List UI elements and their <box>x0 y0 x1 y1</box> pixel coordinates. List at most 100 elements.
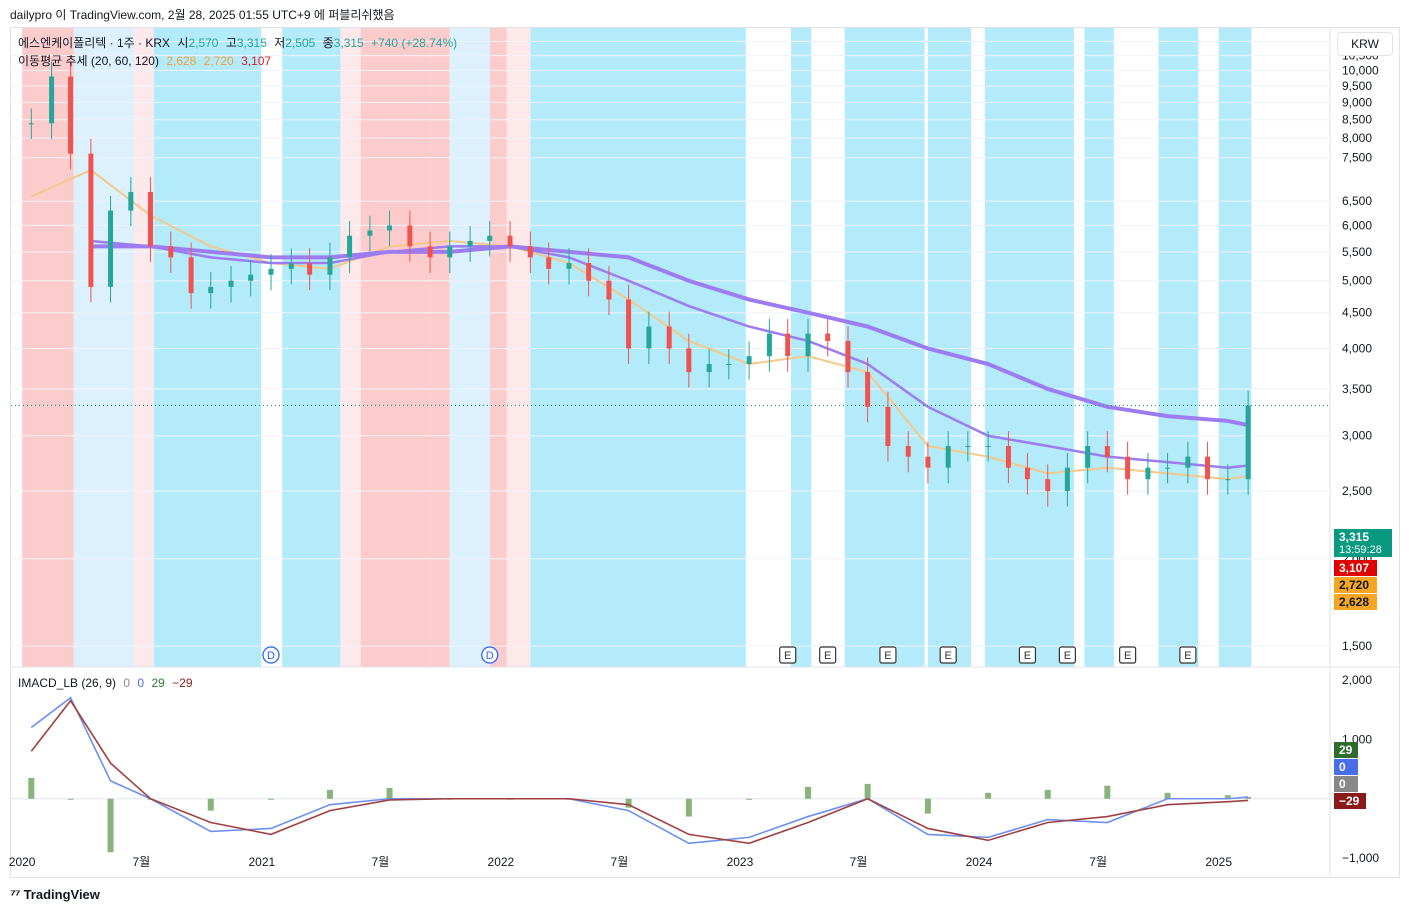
price-legend: 에스엔케이폴리텍 · 1주 · KRX 시2,570 고3,315 저2,505… <box>18 34 461 51</box>
marker-label: E <box>1024 650 1031 662</box>
macd-histogram-bar <box>28 777 35 799</box>
high-value: 3,315 <box>236 36 267 50</box>
price-tick-label: 5,500 <box>1342 245 1372 259</box>
candle-body <box>1024 467 1030 480</box>
candle-body <box>606 280 612 300</box>
candlestick-series <box>28 61 1251 507</box>
candle-body <box>108 210 114 287</box>
trend-band <box>1084 28 1114 667</box>
price-tick-label: 3,000 <box>1342 429 1372 443</box>
dividend-marker <box>262 646 280 664</box>
publish-caption: dailypro 이 TradingView.com, 2월 28, 2025 … <box>10 8 395 22</box>
open-value: 2,570 <box>188 36 219 50</box>
ma120-value: 3,107 <box>241 54 272 68</box>
time-tick-label: 2022 <box>488 855 515 869</box>
candle-body <box>1245 405 1251 480</box>
ma-legend: 이동평균 추세 (20, 60, 120) 2,628 2,720 3,107 <box>18 52 275 69</box>
price-tick-label: 6,500 <box>1342 194 1372 208</box>
trend-band <box>844 28 925 667</box>
earnings-marker <box>819 646 837 664</box>
candle-body <box>147 191 153 247</box>
candle-body <box>586 263 592 281</box>
macd-pane <box>11 696 1330 853</box>
time-tick-label: 2020 <box>9 855 36 869</box>
macd-histogram-bar <box>685 798 692 817</box>
time-tick-label: 7월 <box>372 855 390 869</box>
low-value: 2,505 <box>285 36 316 50</box>
macd-histogram-bar <box>625 798 632 808</box>
macd-title[interactable]: IMACD_LB (26, 9) <box>18 676 117 690</box>
tradingview-brand[interactable]: ⁷⁷ TradingView <box>10 886 100 902</box>
trend-band <box>430 28 450 667</box>
trend-band <box>791 28 812 667</box>
time-tick-label: 7월 <box>1089 855 1107 869</box>
candle-body <box>367 230 373 236</box>
candle-body <box>1145 467 1151 480</box>
symbol-name[interactable]: 에스엔케이폴리텍 · 1주 · KRX <box>18 36 171 50</box>
close-label: 종 <box>322 36 334 50</box>
candle-body <box>387 225 393 231</box>
candle-body <box>626 299 632 349</box>
candle-body <box>447 246 453 258</box>
candle-body <box>248 274 254 281</box>
marker-label: E <box>945 650 952 662</box>
candle-body <box>746 356 752 365</box>
candle-body <box>825 333 831 341</box>
currency-button[interactable]: KRW <box>1337 32 1393 56</box>
candle-body <box>527 246 533 258</box>
candle-body <box>327 257 333 275</box>
candle-body <box>546 257 552 269</box>
marker-label: E <box>884 650 891 662</box>
macd-histogram-bar <box>207 798 214 811</box>
candle-body <box>706 364 712 373</box>
macd-histogram-bar <box>864 783 871 799</box>
close-value: 3,315 <box>333 36 364 50</box>
tradingview-logo-icon: ⁷⁷ <box>10 886 21 902</box>
earnings-marker <box>779 646 797 664</box>
candle-body <box>487 235 493 241</box>
trend-band <box>134 28 154 667</box>
price-tick-label: 9,500 <box>1342 79 1372 93</box>
time-tick-label: 7월 <box>850 855 868 869</box>
time-tick-label: 7월 <box>132 855 150 869</box>
price-tick-label: 3,500 <box>1342 382 1372 396</box>
candle-body <box>307 263 313 275</box>
macd-tag-4: −29 <box>1334 793 1366 809</box>
candle-body <box>228 280 234 287</box>
trend-band <box>360 28 431 667</box>
candle-body <box>646 326 652 349</box>
candle-body <box>1185 456 1191 468</box>
candle-body <box>666 326 672 349</box>
change-value: +740 (+28.74%) <box>371 36 458 50</box>
earnings-marker <box>1018 646 1037 664</box>
ma-title[interactable]: 이동평균 추세 (20, 60, 120) <box>18 54 159 68</box>
macd-histogram-bar <box>746 798 753 800</box>
candle-body <box>845 340 851 373</box>
macd-histogram-bar <box>985 792 992 799</box>
candle-body <box>28 123 34 125</box>
time-tick-label: 2024 <box>966 855 993 869</box>
ma60-tag: 2,720 <box>1334 577 1377 593</box>
candle-body <box>49 76 55 124</box>
candle-body <box>686 348 692 373</box>
candle-body <box>1205 456 1211 480</box>
trend-band <box>282 28 341 667</box>
time-tick-label: 2023 <box>727 855 754 869</box>
ma120-tag: 3,107 <box>1334 560 1377 576</box>
trend-band <box>530 28 746 667</box>
candle-body <box>427 246 433 258</box>
axis-labels: 11,00010,50010,0009,5009,0008,5008,0007,… <box>9 34 1380 869</box>
price-tick-label: 1,500 <box>1342 639 1372 653</box>
high-label: 고 <box>225 36 237 50</box>
macd-histogram-bar <box>386 788 393 799</box>
candle-body <box>1045 479 1051 492</box>
chart-frame <box>10 27 1400 878</box>
price-tick-label: 10,000 <box>1342 63 1379 77</box>
dividend-marker <box>481 646 499 664</box>
candle-body <box>347 235 353 258</box>
candle-body <box>68 76 74 154</box>
earnings-marker <box>879 646 897 664</box>
earnings-marker <box>1179 646 1197 664</box>
